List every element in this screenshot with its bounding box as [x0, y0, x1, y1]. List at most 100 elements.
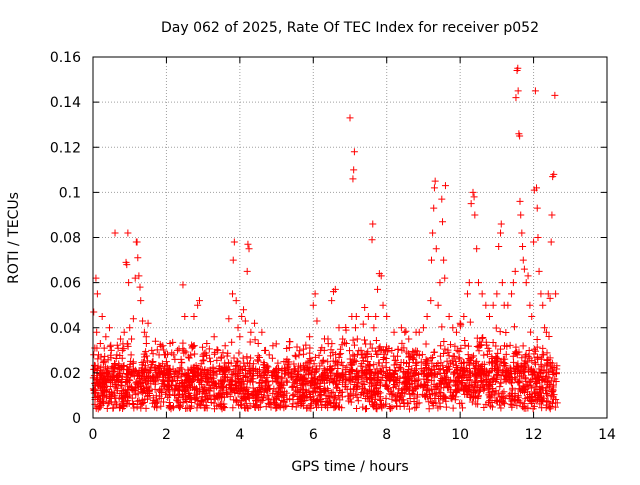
data-point	[166, 368, 174, 376]
data-point	[390, 352, 398, 360]
data-point	[484, 385, 492, 393]
data-point	[373, 401, 381, 409]
data-point	[174, 402, 182, 410]
data-point	[455, 354, 463, 362]
data-point	[388, 390, 396, 398]
data-point	[425, 398, 433, 406]
data-point	[521, 395, 529, 403]
data-point	[184, 384, 192, 392]
data-point	[178, 369, 186, 377]
data-point	[461, 337, 469, 345]
data-point	[379, 374, 387, 382]
data-point	[421, 359, 429, 367]
data-point	[370, 324, 378, 332]
data-point	[284, 369, 292, 377]
data-point	[214, 394, 222, 402]
data-point	[218, 405, 226, 413]
data-point	[171, 355, 179, 363]
data-point	[229, 404, 237, 412]
data-point	[498, 389, 506, 397]
data-point	[309, 301, 317, 309]
data-point	[302, 341, 310, 349]
data-point	[391, 367, 399, 375]
data-point	[441, 345, 449, 353]
data-point	[128, 335, 136, 343]
data-point	[349, 351, 357, 359]
data-point	[322, 401, 330, 409]
data-point	[392, 367, 400, 375]
data-point	[329, 357, 337, 365]
data-point	[288, 402, 296, 410]
data-point	[330, 394, 338, 402]
data-point	[107, 351, 115, 359]
data-point	[452, 378, 460, 386]
data-point	[200, 369, 208, 377]
data-point	[190, 342, 198, 350]
data-point	[209, 364, 217, 372]
data-point	[299, 402, 307, 410]
data-point	[375, 359, 383, 367]
data-point	[471, 211, 479, 219]
data-point	[187, 351, 195, 359]
data-point	[251, 403, 259, 411]
data-point	[553, 365, 561, 373]
data-point	[348, 361, 356, 369]
data-point	[241, 404, 249, 412]
data-point	[135, 272, 143, 280]
data-point	[295, 367, 303, 375]
data-point	[440, 349, 448, 357]
data-point	[429, 354, 437, 362]
data-point	[96, 370, 104, 378]
data-point	[133, 397, 141, 405]
data-point	[415, 328, 423, 336]
data-point	[160, 398, 168, 406]
data-point	[120, 328, 128, 336]
data-point	[144, 357, 152, 365]
data-point	[452, 358, 460, 366]
data-point	[548, 211, 556, 219]
data-point	[348, 370, 356, 378]
data-point	[411, 366, 419, 374]
data-point	[309, 389, 317, 397]
data-point	[210, 379, 218, 387]
data-point	[530, 389, 538, 397]
grid-lines	[93, 57, 607, 418]
data-point	[272, 340, 280, 348]
data-point	[311, 353, 319, 361]
data-point	[486, 402, 494, 410]
data-point	[231, 377, 239, 385]
data-point	[483, 380, 491, 388]
data-point	[375, 344, 383, 352]
data-point	[405, 358, 413, 366]
data-point	[543, 362, 551, 370]
data-point	[262, 367, 270, 375]
data-point	[520, 363, 528, 371]
data-point	[128, 394, 136, 402]
data-point	[398, 339, 406, 347]
data-point	[411, 404, 419, 412]
data-point	[187, 364, 195, 372]
data-point	[315, 351, 323, 359]
data-point	[535, 365, 543, 373]
data-point	[408, 389, 416, 397]
data-point	[409, 372, 417, 380]
data-point	[442, 403, 450, 411]
data-point	[431, 177, 439, 185]
data-point	[455, 374, 463, 382]
data-point	[420, 382, 428, 390]
data-point	[97, 398, 105, 406]
data-point	[251, 336, 259, 344]
data-point	[234, 358, 242, 366]
data-point	[114, 344, 122, 352]
data-point	[387, 387, 395, 395]
data-point	[530, 367, 538, 375]
data-point	[303, 365, 311, 373]
data-point	[310, 395, 318, 403]
data-point	[551, 403, 559, 411]
data-point	[546, 294, 554, 302]
data-point	[272, 369, 280, 377]
data-point	[327, 366, 335, 374]
data-point	[539, 301, 547, 309]
data-point	[186, 393, 194, 401]
data-point	[366, 340, 374, 348]
